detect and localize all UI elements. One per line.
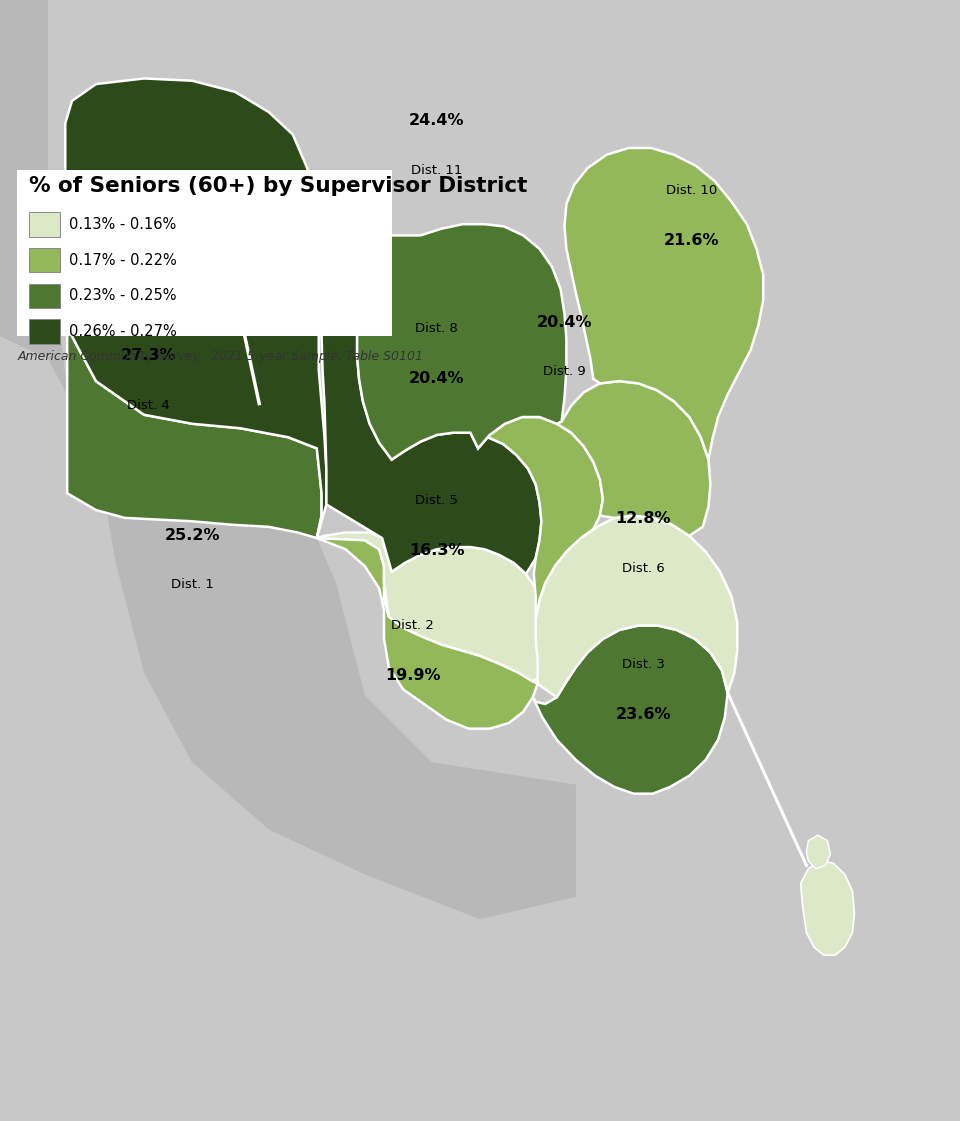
FancyBboxPatch shape bbox=[29, 284, 60, 308]
Polygon shape bbox=[801, 861, 854, 955]
Text: 25.2%: 25.2% bbox=[164, 528, 220, 543]
FancyBboxPatch shape bbox=[29, 212, 60, 237]
Polygon shape bbox=[564, 148, 763, 460]
Text: 20.4%: 20.4% bbox=[537, 315, 592, 330]
Text: Dist. 2: Dist. 2 bbox=[392, 619, 434, 632]
Text: Dist. 3: Dist. 3 bbox=[622, 658, 664, 671]
Polygon shape bbox=[0, 0, 576, 919]
Text: 26%: 26% bbox=[319, 225, 357, 240]
Polygon shape bbox=[67, 314, 322, 538]
Text: % of Seniors (60+) by Supervisor District: % of Seniors (60+) by Supervisor Distric… bbox=[29, 176, 527, 196]
Text: 24.4%: 24.4% bbox=[409, 113, 465, 128]
Polygon shape bbox=[533, 626, 728, 794]
Text: 0.23% - 0.25%: 0.23% - 0.25% bbox=[69, 288, 177, 304]
Text: Dist. 10: Dist. 10 bbox=[665, 184, 717, 197]
Text: Dist. 6: Dist. 6 bbox=[622, 562, 664, 575]
Text: Dist. 5: Dist. 5 bbox=[416, 493, 458, 507]
Text: American Community Survey,  2021 5-year Sample, Table S0101: American Community Survey, 2021 5-year S… bbox=[17, 350, 423, 363]
Text: 0.17% - 0.22%: 0.17% - 0.22% bbox=[69, 252, 177, 268]
Polygon shape bbox=[536, 516, 737, 697]
Polygon shape bbox=[317, 532, 549, 682]
Text: 0.13% - 0.16%: 0.13% - 0.16% bbox=[69, 216, 177, 232]
Polygon shape bbox=[470, 417, 603, 619]
Text: Dist. 7: Dist. 7 bbox=[317, 276, 359, 289]
Text: Dist. 1: Dist. 1 bbox=[171, 578, 213, 592]
Text: 0.26% - 0.27%: 0.26% - 0.27% bbox=[69, 324, 177, 340]
Text: Dist. 8: Dist. 8 bbox=[416, 322, 458, 335]
Text: Dist. 9: Dist. 9 bbox=[543, 365, 586, 379]
Text: 12.8%: 12.8% bbox=[615, 511, 671, 526]
Polygon shape bbox=[317, 538, 538, 729]
FancyBboxPatch shape bbox=[17, 170, 392, 336]
FancyBboxPatch shape bbox=[29, 319, 60, 344]
Text: 23.6%: 23.6% bbox=[615, 707, 671, 722]
Text: Dist. 4: Dist. 4 bbox=[128, 399, 170, 413]
Text: 20.4%: 20.4% bbox=[409, 371, 465, 386]
Polygon shape bbox=[806, 835, 830, 869]
Text: Dist. 11: Dist. 11 bbox=[411, 164, 463, 177]
Polygon shape bbox=[322, 233, 541, 574]
Text: 21.6%: 21.6% bbox=[663, 233, 719, 248]
Polygon shape bbox=[357, 224, 566, 460]
Text: 19.9%: 19.9% bbox=[385, 668, 441, 683]
Polygon shape bbox=[65, 78, 326, 538]
Text: 16.3%: 16.3% bbox=[409, 543, 465, 557]
FancyBboxPatch shape bbox=[29, 248, 60, 272]
Polygon shape bbox=[557, 381, 710, 536]
Text: 27.3%: 27.3% bbox=[121, 349, 177, 363]
